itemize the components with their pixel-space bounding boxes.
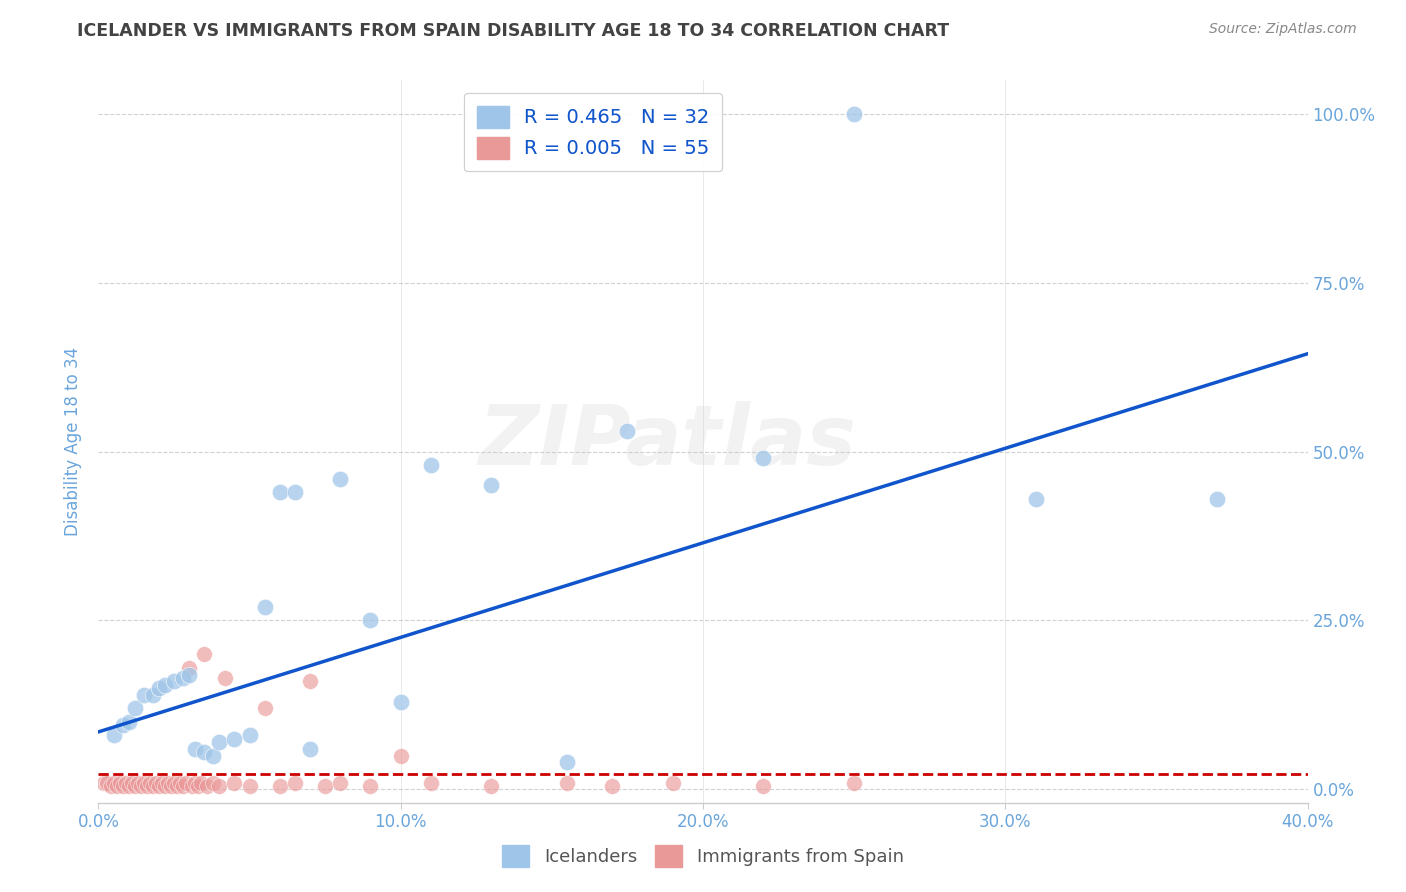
Point	[103, 728, 125, 742]
Point	[329, 775, 352, 789]
Point	[299, 741, 322, 756]
Point	[202, 775, 225, 789]
Point	[284, 775, 307, 789]
Point	[239, 779, 262, 793]
Point	[555, 775, 578, 789]
Point	[145, 775, 167, 789]
Point	[153, 678, 176, 692]
Point	[752, 451, 775, 466]
Point	[148, 681, 170, 695]
Point	[208, 735, 231, 749]
Point	[135, 779, 157, 793]
Point	[360, 614, 382, 628]
Point	[181, 779, 204, 793]
Point	[114, 775, 136, 789]
Point	[163, 775, 186, 789]
Point	[187, 779, 209, 793]
Point	[108, 775, 131, 789]
Point	[208, 779, 231, 793]
Point	[602, 779, 624, 793]
Point	[93, 775, 115, 789]
Point	[179, 667, 201, 681]
Point	[555, 756, 578, 770]
Point	[156, 775, 179, 789]
Point	[224, 731, 246, 746]
Point	[214, 671, 236, 685]
Point	[121, 775, 143, 789]
Point	[174, 775, 197, 789]
Point	[124, 701, 146, 715]
Point	[150, 775, 173, 789]
Point	[172, 779, 194, 793]
Point	[163, 674, 186, 689]
Point	[844, 775, 866, 789]
Point	[127, 775, 149, 789]
Text: ICELANDER VS IMMIGRANTS FROM SPAIN DISABILITY AGE 18 TO 34 CORRELATION CHART: ICELANDER VS IMMIGRANTS FROM SPAIN DISAB…	[77, 22, 949, 40]
Point	[1024, 491, 1046, 506]
Point	[314, 779, 336, 793]
Point	[360, 779, 382, 793]
Point	[190, 775, 212, 789]
Point	[661, 775, 683, 789]
Point	[111, 779, 134, 793]
Point	[389, 748, 412, 763]
Point	[124, 779, 146, 793]
Point	[253, 701, 276, 715]
Point	[193, 745, 215, 759]
Point	[111, 718, 134, 732]
Point	[153, 779, 176, 793]
Point	[193, 647, 215, 661]
Legend: R = 0.465   N = 32, R = 0.005   N = 55: R = 0.465 N = 32, R = 0.005 N = 55	[464, 93, 721, 171]
Point	[239, 728, 262, 742]
Point	[166, 779, 188, 793]
Legend: Icelanders, Immigrants from Spain: Icelanders, Immigrants from Spain	[495, 838, 911, 874]
Point	[96, 775, 118, 789]
Point	[389, 694, 412, 708]
Text: Source: ZipAtlas.com: Source: ZipAtlas.com	[1209, 22, 1357, 37]
Point	[481, 478, 503, 492]
Point	[179, 661, 201, 675]
Point	[253, 599, 276, 614]
Point	[129, 779, 152, 793]
Point	[118, 779, 141, 793]
Point	[420, 458, 443, 472]
Text: ZIPatlas: ZIPatlas	[478, 401, 856, 482]
Point	[184, 741, 207, 756]
Point	[103, 775, 125, 789]
Point	[420, 775, 443, 789]
Point	[224, 775, 246, 789]
Point	[172, 671, 194, 685]
Point	[105, 779, 128, 793]
Point	[118, 714, 141, 729]
Point	[269, 779, 291, 793]
Point	[616, 425, 638, 439]
Point	[100, 779, 122, 793]
Point	[1206, 491, 1229, 506]
Point	[139, 775, 162, 789]
Point	[148, 779, 170, 793]
Point	[752, 779, 775, 793]
Point	[132, 775, 155, 789]
Point	[184, 775, 207, 789]
Point	[142, 688, 165, 702]
Point	[142, 779, 165, 793]
Y-axis label: Disability Age 18 to 34: Disability Age 18 to 34	[65, 347, 83, 536]
Point	[160, 779, 183, 793]
Point	[284, 485, 307, 500]
Point	[299, 674, 322, 689]
Point	[329, 472, 352, 486]
Point	[844, 107, 866, 121]
Point	[195, 779, 218, 793]
Point	[132, 688, 155, 702]
Point	[169, 775, 191, 789]
Point	[481, 779, 503, 793]
Point	[202, 748, 225, 763]
Point	[269, 485, 291, 500]
